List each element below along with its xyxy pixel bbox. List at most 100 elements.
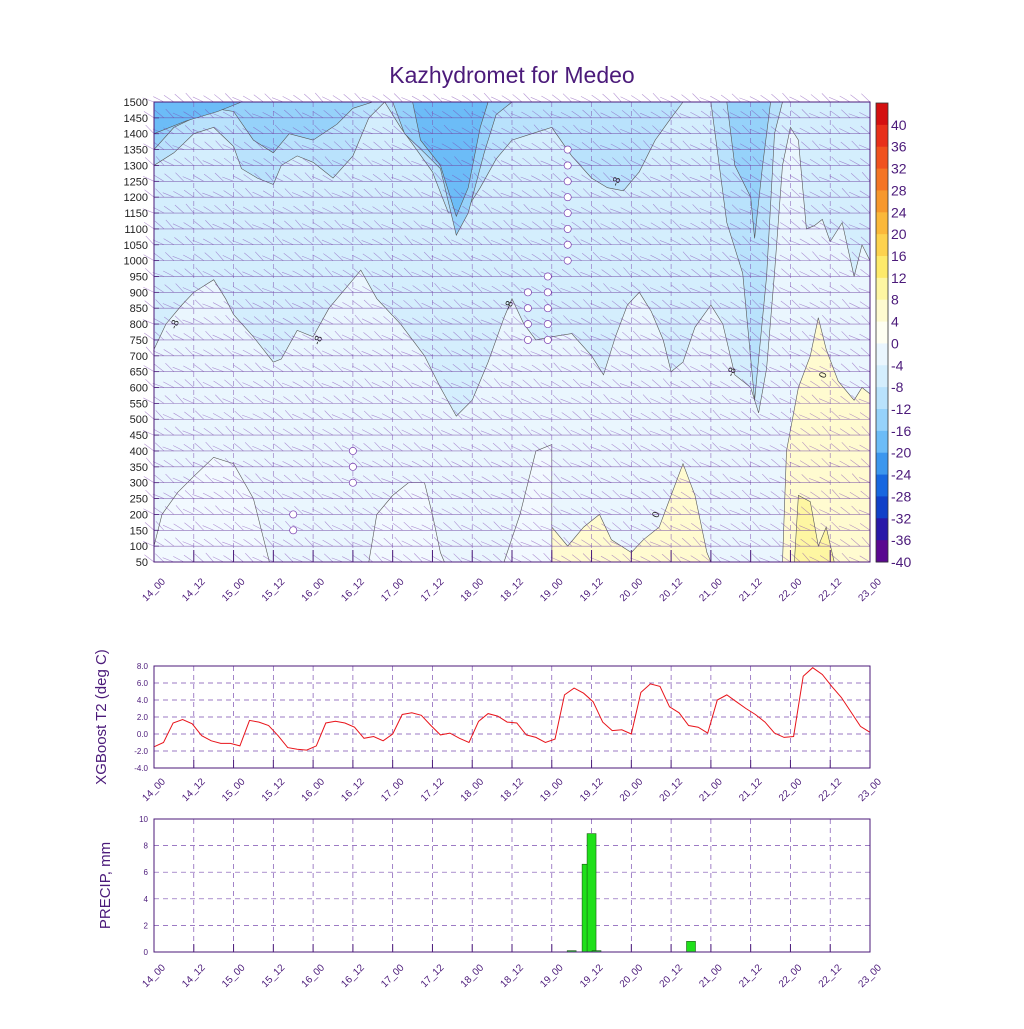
wind-barb <box>742 346 751 356</box>
wind-barb <box>841 220 851 230</box>
wind-barb <box>740 143 751 150</box>
wind-barb <box>492 442 503 452</box>
wind-barb <box>440 97 453 103</box>
wind-barb <box>301 255 314 261</box>
wind-barb <box>781 268 791 277</box>
wind-barb <box>551 270 562 277</box>
wind-barb <box>234 156 244 166</box>
wind-barb <box>592 506 602 515</box>
wind-barb <box>263 523 274 531</box>
wind-barb <box>590 303 602 309</box>
wind-barb <box>780 554 791 563</box>
wind-barb <box>253 126 264 134</box>
wind-barb <box>393 347 403 357</box>
wind-barb <box>182 176 194 182</box>
wind-barb <box>531 286 542 293</box>
wind-barb <box>225 425 234 436</box>
wind-barb <box>749 317 761 325</box>
wind-barb <box>252 270 264 277</box>
wind-barb <box>850 427 861 436</box>
wind-barb <box>601 236 612 245</box>
wind-barb <box>301 145 314 150</box>
wind-barb <box>362 540 373 547</box>
wind-barb <box>690 366 702 372</box>
wind-barb <box>294 395 304 404</box>
wind-barb <box>344 505 354 515</box>
wind-barb <box>401 462 413 468</box>
calm-marker <box>523 335 532 344</box>
wind-barb <box>451 239 463 246</box>
wind-barb <box>214 315 224 325</box>
wind-barb <box>322 429 334 436</box>
colorbar-swatch <box>876 212 888 235</box>
wind-barb <box>680 413 692 420</box>
x-tick-label: 18_12 <box>499 776 527 804</box>
wind-barb <box>461 238 473 246</box>
wind-barb <box>642 426 652 436</box>
wind-barb <box>851 251 861 261</box>
wind-barb <box>739 397 751 404</box>
wind-barb <box>401 429 413 436</box>
wind-barb <box>740 332 751 341</box>
wind-barb <box>702 267 712 277</box>
wind-barb <box>153 461 165 468</box>
wind-barb <box>650 254 662 261</box>
wind-barb <box>611 300 622 309</box>
wind-barb <box>411 271 423 277</box>
wind-barb <box>473 204 483 214</box>
wind-barb <box>760 95 771 103</box>
wind-barb <box>859 444 871 452</box>
wind-barb <box>442 221 453 230</box>
wind-barb <box>690 412 702 420</box>
wind-barb <box>302 412 314 420</box>
wind-barb <box>431 190 443 198</box>
wind-barb <box>402 332 413 341</box>
wind-barb <box>282 428 294 436</box>
wind-barb <box>192 207 204 214</box>
wind-barb <box>302 223 314 230</box>
wind-barb <box>364 521 373 531</box>
wind-barb <box>602 458 612 468</box>
wind-barb <box>571 221 582 230</box>
wind-barb <box>593 473 602 483</box>
y-tick-label: 1250 <box>124 176 148 188</box>
wind-barb <box>681 316 692 325</box>
wind-barb <box>682 505 692 515</box>
wind-barb <box>343 315 354 325</box>
wind-barb <box>492 110 503 119</box>
wind-barb <box>603 283 612 293</box>
wind-barb <box>849 237 861 246</box>
wind-barb <box>215 140 224 150</box>
wind-barb <box>213 348 224 357</box>
wind-barb <box>600 555 612 563</box>
wind-barb <box>790 253 801 261</box>
colorbar-swatch <box>876 496 888 519</box>
wind-barb <box>741 300 751 309</box>
wind-barb <box>344 140 354 150</box>
calm-marker <box>563 224 572 233</box>
wind-barb <box>272 540 284 547</box>
wind-barb <box>303 347 314 357</box>
wind-barb <box>799 349 811 357</box>
wind-barb <box>711 252 722 261</box>
wind-barb <box>391 509 403 515</box>
wind-barb <box>423 284 433 293</box>
wind-barb <box>381 478 393 483</box>
wind-barb <box>750 507 761 515</box>
wind-barb <box>372 206 383 214</box>
y-axis-label: PRECIP, mm <box>97 842 114 929</box>
wind-barb <box>353 268 364 277</box>
wind-barb <box>730 555 741 563</box>
wind-barb <box>581 174 592 182</box>
wind-barb <box>680 159 692 166</box>
x-tick-label: 17_00 <box>379 776 407 804</box>
wind-barb <box>152 272 165 277</box>
wind-barb <box>361 207 373 214</box>
x-tick-label: 20_00 <box>618 962 646 990</box>
wind-barb <box>771 426 781 436</box>
wind-barb <box>530 429 542 436</box>
wind-barb <box>471 445 483 452</box>
wind-barb <box>779 319 791 325</box>
wind-barb <box>493 521 503 531</box>
wind-barb <box>203 95 214 103</box>
